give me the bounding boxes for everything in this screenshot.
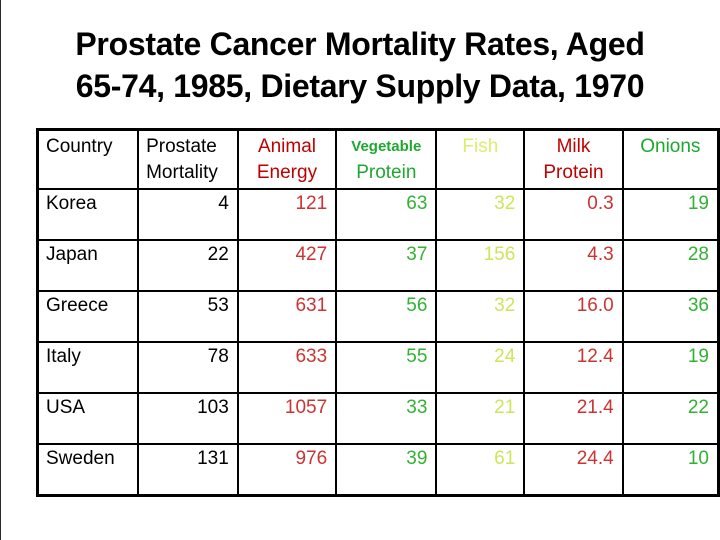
cell-onions: 19 xyxy=(621,341,720,394)
table-row: USA 103 1057 33 21 21.4 22 xyxy=(36,392,720,445)
cell-country: Italy xyxy=(36,341,140,394)
header-label: Vegetable xyxy=(351,138,422,155)
cell-fish: 156 xyxy=(435,239,526,292)
cell-animal_energy: 976 xyxy=(236,443,338,497)
cell-onions: 19 xyxy=(621,188,720,241)
cell-fish: 32 xyxy=(435,290,526,343)
cell-prostate_mortality: 22 xyxy=(137,239,239,292)
header-label: Protein xyxy=(356,162,417,183)
header-cell-animal_energy: Animal Energy xyxy=(236,128,338,190)
cell-fish: 61 xyxy=(435,443,526,497)
cell-milk_protein: 12.4 xyxy=(523,341,624,394)
slide-title-line1: Prostate Cancer Mortality Rates, Aged xyxy=(75,26,645,62)
header-cell-vegetable_protein: Vegetable Protein xyxy=(335,128,438,190)
cell-country: Sweden xyxy=(36,443,140,497)
table-row: Sweden 131 976 39 61 24.4 10 xyxy=(36,443,720,497)
header-cell-onions: Onions xyxy=(621,128,720,190)
header-cell-prostate_mortality: Prostate Mortality xyxy=(137,128,239,190)
table-row: Korea 4 121 63 32 0.3 19 xyxy=(36,188,720,241)
table-container: Country Prostate Mortality Animal Energy Vege… xyxy=(36,128,720,497)
cell-milk_protein: 0.3 xyxy=(523,188,624,241)
slide-title-line2: 65-74, 1985, Dietary Supply Data, 1970 xyxy=(75,67,645,104)
cell-vegetable_protein: 33 xyxy=(335,392,438,445)
header-label: Mortality xyxy=(146,162,218,183)
cell-vegetable_protein: 55 xyxy=(335,341,438,394)
cell-animal_energy: 427 xyxy=(236,239,338,292)
cell-country: Greece xyxy=(36,290,140,343)
cell-prostate_mortality: 131 xyxy=(137,443,239,497)
cell-milk_protein: 16.0 xyxy=(523,290,624,343)
header-label: Fish xyxy=(462,136,499,157)
cell-animal_energy: 633 xyxy=(236,341,338,394)
cell-milk_protein: 24.4 xyxy=(523,443,624,497)
header-cell-milk_protein: Milk Protein xyxy=(523,128,624,190)
cell-country: Korea xyxy=(36,188,140,241)
cell-prostate_mortality: 4 xyxy=(137,188,239,241)
cell-fish: 32 xyxy=(435,188,526,241)
table-body: Korea 4 121 63 32 0.3 19 Japan 22 427 37 156 4.3 28 Gr… xyxy=(36,188,720,497)
header-label: Milk xyxy=(556,136,591,157)
cell-fish: 24 xyxy=(435,341,526,394)
left-edge-line xyxy=(0,0,1,540)
table-row: Japan 22 427 37 156 4.3 28 xyxy=(36,239,720,292)
header-label: Energy xyxy=(256,162,318,183)
header-label: Animal xyxy=(257,136,317,157)
header-cell-fish: Fish xyxy=(435,128,526,190)
cell-prostate_mortality: 103 xyxy=(137,392,239,445)
cell-onions: 36 xyxy=(621,290,720,343)
cell-animal_energy: 1057 xyxy=(236,392,338,445)
cell-animal_energy: 121 xyxy=(236,188,338,241)
cell-country: Japan xyxy=(36,239,140,292)
table-header: Country Prostate Mortality Animal Energy Vege… xyxy=(36,128,720,190)
cell-onions: 22 xyxy=(621,392,720,445)
header-label: Prostate xyxy=(146,136,217,157)
cell-country: USA xyxy=(36,392,140,445)
cell-vegetable_protein: 63 xyxy=(335,188,438,241)
header-cell-country: Country xyxy=(36,128,140,190)
header-label: Protein xyxy=(543,162,604,183)
cell-vegetable_protein: 56 xyxy=(335,290,438,343)
cell-onions: 10 xyxy=(621,443,720,497)
table-row: Italy 78 633 55 24 12.4 19 xyxy=(36,341,720,394)
cell-prostate_mortality: 53 xyxy=(137,290,239,343)
cell-milk_protein: 4.3 xyxy=(523,239,624,292)
cell-vegetable_protein: 37 xyxy=(335,239,438,292)
slide-title: Prostate Cancer Mortality Rates, Aged 65… xyxy=(0,0,720,107)
table-header-row: Country Prostate Mortality Animal Energy Vege… xyxy=(36,128,720,190)
header-label: Country xyxy=(46,136,113,157)
cell-prostate_mortality: 78 xyxy=(137,341,239,394)
cell-animal_energy: 631 xyxy=(236,290,338,343)
data-table: Country Prostate Mortality Animal Energy Vege… xyxy=(36,128,720,497)
cell-vegetable_protein: 39 xyxy=(335,443,438,497)
cell-fish: 21 xyxy=(435,392,526,445)
cell-onions: 28 xyxy=(621,239,720,292)
cell-milk_protein: 21.4 xyxy=(523,392,624,445)
table-row: Greece 53 631 56 32 16.0 36 xyxy=(36,290,720,343)
header-label: Onions xyxy=(640,136,701,157)
